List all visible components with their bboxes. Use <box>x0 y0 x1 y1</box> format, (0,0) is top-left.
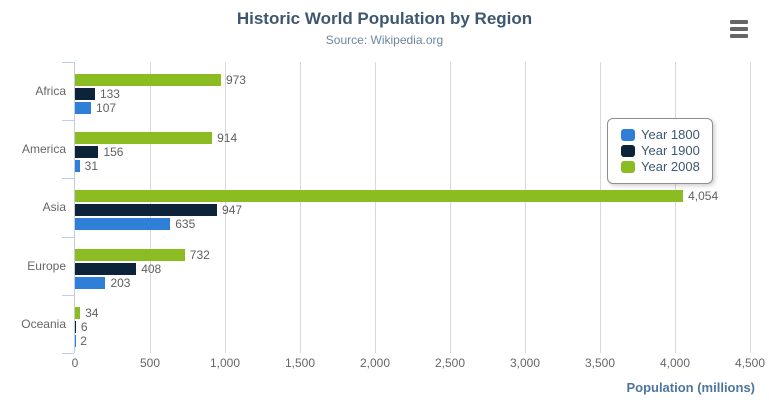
bar-year-1900-asia[interactable] <box>75 204 218 216</box>
y-axis-tick <box>62 237 74 238</box>
category-label: America <box>21 142 66 157</box>
data-label: 156 <box>103 145 124 159</box>
x-tick-label: 2,500 <box>434 356 466 370</box>
data-label: 408 <box>141 262 162 276</box>
hamburger-icon <box>730 34 748 38</box>
bar-year-1800-europe[interactable] <box>75 277 106 289</box>
bar-year-2008-africa[interactable] <box>75 74 221 86</box>
x-tick-label: 500 <box>139 356 161 370</box>
x-tick-label: 1,000 <box>209 356 241 370</box>
data-label: 34 <box>85 306 99 320</box>
y-axis-tick <box>62 62 74 63</box>
y-axis-tick <box>62 120 74 121</box>
bar-year-1900-oceania[interactable] <box>75 321 76 333</box>
x-tick-label: 2,000 <box>359 356 391 370</box>
grid-line <box>375 62 376 353</box>
category-label: Oceania <box>21 316 66 331</box>
data-label: 31 <box>84 159 98 173</box>
x-tick-label: 1,500 <box>284 356 316 370</box>
grid-line <box>225 62 226 353</box>
bar-year-1800-africa[interactable] <box>75 102 92 114</box>
data-label: 6 <box>80 320 88 334</box>
bar-year-2008-asia[interactable] <box>75 190 684 202</box>
grid-line <box>750 62 751 353</box>
y-axis-tick <box>62 353 74 354</box>
bar-year-1800-america[interactable] <box>75 160 80 172</box>
hamburger-icon <box>730 20 748 24</box>
data-label: 914 <box>217 131 238 145</box>
bar-year-1900-africa[interactable] <box>75 88 95 100</box>
legend-item-year-1800[interactable]: Year 1800 <box>621 127 700 143</box>
x-tick-label: 4,000 <box>659 356 691 370</box>
bar-year-1900-america[interactable] <box>75 146 99 158</box>
category-label: Asia <box>42 200 66 215</box>
data-label: 203 <box>110 276 131 290</box>
grid-line <box>525 62 526 353</box>
data-label: 107 <box>96 101 117 115</box>
legend-label: Year 2008 <box>641 159 700 174</box>
data-label: 973 <box>225 73 246 87</box>
category-label: Africa <box>35 84 66 99</box>
context-menu-button[interactable] <box>730 20 748 38</box>
x-axis-title: Population (millions) <box>626 380 755 395</box>
category-label: Europe <box>27 258 66 273</box>
legend-item-year-1900[interactable]: Year 1900 <box>621 143 700 159</box>
grid-line <box>600 62 601 353</box>
x-tick-label: 0 <box>71 356 79 370</box>
data-label: 4,054 <box>688 189 719 203</box>
x-tick-label: 3,000 <box>509 356 541 370</box>
grid-line <box>675 62 676 353</box>
legend-label: Year 1900 <box>641 143 700 158</box>
legend-swatch-year-1900 <box>621 145 635 157</box>
bar-year-2008-europe[interactable] <box>75 249 185 261</box>
x-tick-label: 3,500 <box>584 356 616 370</box>
y-axis-tick <box>62 178 74 179</box>
legend-item-year-2008[interactable]: Year 2008 <box>621 159 700 175</box>
data-label: 2 <box>80 334 87 348</box>
grid-line <box>300 62 301 353</box>
chart-title: Historic World Population by Region <box>236 9 533 28</box>
legend: Year 1800 Year 1900 Year 2008 <box>607 118 713 184</box>
x-tick-label: 4,500 <box>734 356 766 370</box>
grid-line <box>450 62 451 353</box>
data-label: 635 <box>175 217 196 231</box>
bar-year-1900-europe[interactable] <box>75 263 137 275</box>
data-label: 133 <box>99 87 120 101</box>
data-label: 732 <box>189 248 210 262</box>
bar-year-2008-oceania[interactable] <box>75 307 81 319</box>
y-axis-line <box>74 62 75 353</box>
chart-subtitle: Source: Wikipedia.org <box>325 33 444 47</box>
bar-year-1800-asia[interactable] <box>75 218 171 230</box>
bar-year-2008-america[interactable] <box>75 132 213 144</box>
legend-swatch-year-2008 <box>621 161 635 173</box>
hamburger-icon <box>730 27 748 31</box>
y-axis-tick <box>62 295 74 296</box>
legend-label: Year 1800 <box>641 127 700 142</box>
data-label: 947 <box>222 203 243 217</box>
legend-swatch-year-1800 <box>621 129 635 141</box>
